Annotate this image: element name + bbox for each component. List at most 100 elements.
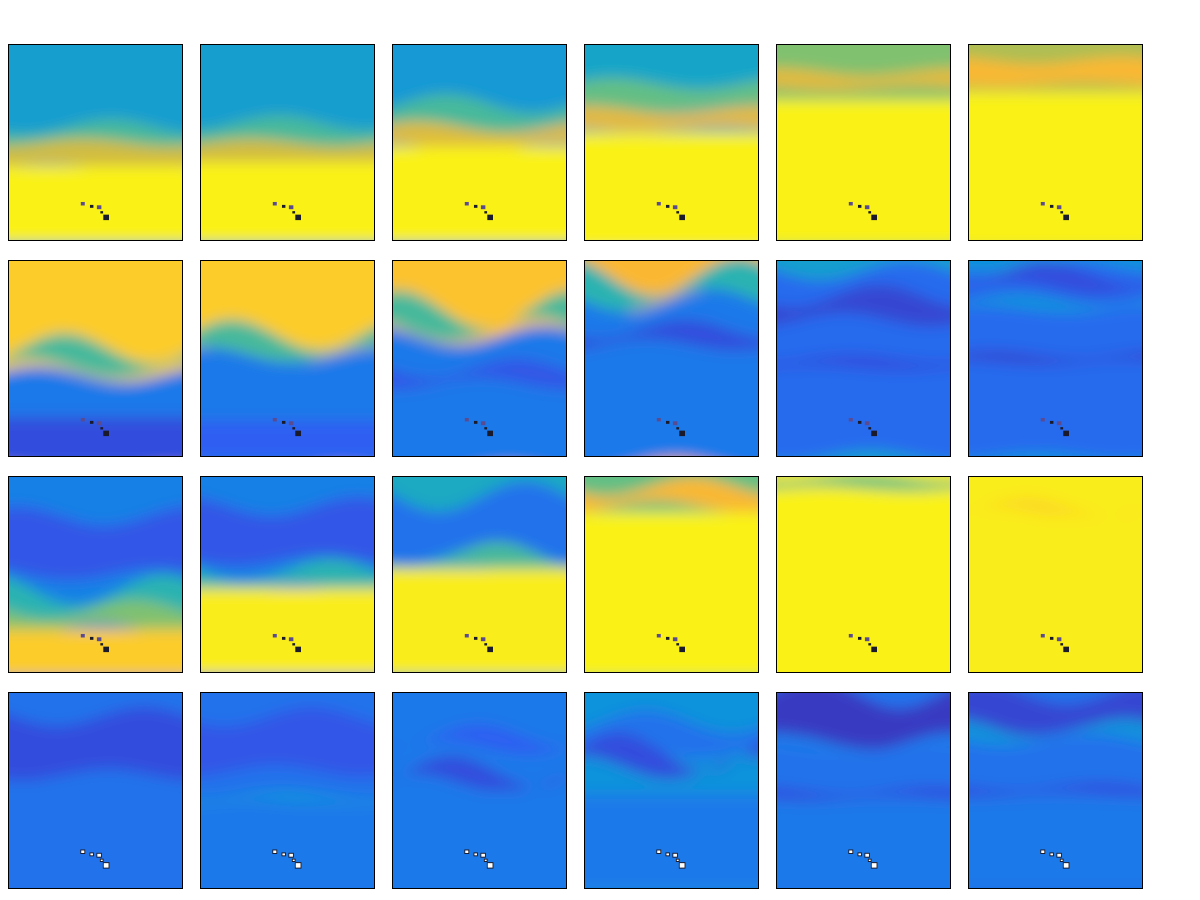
island-5 — [487, 430, 493, 437]
island-1 — [464, 201, 469, 206]
field-layers — [777, 477, 950, 672]
island-4 — [100, 427, 104, 430]
island-3 — [672, 853, 678, 858]
island-outline-1 — [80, 849, 86, 854]
field-band — [9, 506, 182, 581]
island-4 — [1060, 211, 1064, 214]
field-band — [777, 284, 950, 327]
island-5 — [679, 646, 685, 653]
field-band — [585, 288, 758, 456]
island-3 — [96, 205, 102, 210]
island-chain — [656, 201, 685, 221]
island-outline-4 — [867, 858, 872, 862]
field-band — [585, 512, 758, 672]
colour-field — [9, 261, 182, 456]
island-chain — [1040, 633, 1069, 653]
field-band — [201, 138, 374, 169]
island-3 — [864, 853, 870, 858]
field-layers — [393, 261, 566, 456]
island-1 — [272, 201, 277, 206]
field-layers — [777, 45, 950, 240]
field-band — [9, 138, 182, 169]
island-4 — [484, 643, 488, 646]
field-layers — [9, 261, 182, 456]
map-panel-r3-c3 — [392, 476, 567, 673]
field-band — [585, 132, 758, 240]
field-band — [393, 724, 566, 755]
island-outline-2 — [1049, 852, 1054, 857]
field-band — [393, 146, 566, 240]
island-outline-5 — [1062, 862, 1070, 869]
colour-field — [393, 693, 566, 888]
field-band — [393, 755, 566, 792]
island-1 — [80, 417, 85, 422]
island-1 — [1040, 849, 1045, 854]
field-band — [585, 261, 758, 312]
colour-field — [201, 45, 374, 240]
island-outline-5 — [486, 862, 494, 869]
island-3 — [864, 205, 870, 210]
island-outline-3 — [96, 852, 102, 858]
field-band — [969, 261, 1142, 296]
island-1 — [656, 417, 661, 422]
field-band — [777, 693, 950, 752]
island-2 — [281, 636, 286, 640]
island-4 — [292, 643, 296, 646]
island-outline-1 — [1040, 849, 1046, 854]
field-band — [585, 105, 758, 132]
island-chain — [272, 849, 302, 869]
island-5 — [295, 862, 301, 869]
island-5 — [487, 646, 493, 653]
field-layers — [969, 693, 1142, 888]
island-1 — [464, 849, 469, 854]
island-3 — [1056, 205, 1062, 210]
map-panel-r2-c2 — [200, 260, 375, 457]
island-2 — [1049, 420, 1054, 424]
island-2 — [857, 636, 862, 640]
island-outline-4 — [675, 858, 680, 862]
island-3 — [288, 205, 294, 210]
map-panel-r2-c4 — [584, 260, 759, 457]
island-2 — [281, 204, 286, 208]
field-band — [201, 115, 374, 151]
island-outline-5 — [294, 862, 302, 869]
map-panel-r4-c2 — [200, 692, 375, 889]
field-band — [201, 790, 374, 805]
field-layers — [201, 261, 374, 456]
field-layers — [393, 693, 566, 888]
island-outline-1 — [656, 849, 662, 854]
field-band — [969, 294, 1142, 314]
field-band — [201, 162, 374, 240]
island-outline-5 — [102, 862, 110, 869]
island-2 — [857, 420, 862, 424]
island-2 — [89, 420, 94, 424]
field-band — [777, 734, 950, 756]
field-band — [201, 588, 374, 672]
map-panel-r3-c2 — [200, 476, 375, 673]
field-band — [969, 496, 1142, 520]
island-chain — [1040, 201, 1069, 221]
island-5 — [679, 862, 685, 869]
island-5 — [871, 646, 877, 653]
map-panel-r4-c5 — [776, 692, 951, 889]
field-layers — [9, 693, 182, 888]
map-panel-r2-c1 — [8, 260, 183, 457]
island-1 — [464, 633, 469, 638]
island-5 — [103, 430, 109, 437]
island-4 — [1060, 643, 1064, 646]
map-panel-r4-c3 — [392, 692, 567, 889]
island-chain — [1040, 849, 1070, 869]
island-2 — [89, 636, 94, 640]
island-2 — [857, 852, 862, 856]
island-2 — [1049, 852, 1054, 856]
field-layers — [585, 477, 758, 672]
field-band — [969, 782, 1142, 797]
island-5 — [1063, 862, 1069, 869]
island-4 — [484, 211, 488, 214]
field-layers — [201, 45, 374, 240]
island-1 — [1040, 633, 1045, 638]
island-4 — [868, 643, 872, 646]
field-band — [585, 78, 758, 111]
colour-field — [585, 693, 758, 888]
field-layers — [9, 477, 182, 672]
